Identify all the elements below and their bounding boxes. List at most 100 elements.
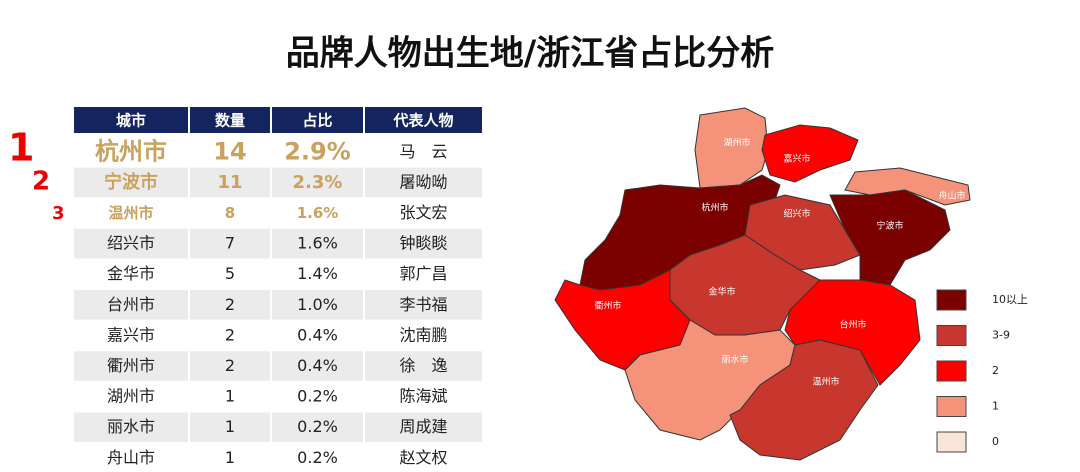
- legend-label: 2: [992, 364, 999, 377]
- rank: 1: [8, 126, 34, 170]
- header-text: 城市: [116, 112, 146, 130]
- cell-text: 2.3%: [293, 172, 343, 193]
- cell-text: 8: [225, 204, 235, 222]
- cell-text: 马 云: [399, 142, 447, 161]
- region: [829, 189, 951, 286]
- region: [784, 279, 921, 386]
- cell-text: 14: [213, 137, 246, 165]
- cell-text: 屠呦呦: [399, 172, 447, 191]
- region-label: 衢州市: [594, 300, 621, 312]
- row-bg: [365, 228, 482, 259]
- cell-text: 0.4%: [297, 325, 338, 344]
- cell-text: 0.2%: [297, 448, 338, 467]
- cell-text: 0.2%: [297, 417, 338, 436]
- cell-text: 李书福: [399, 295, 447, 314]
- header-text: 代表人物: [392, 112, 453, 130]
- cell-text: 温州市: [108, 204, 153, 222]
- cell-text: 1.0%: [297, 295, 338, 314]
- rank-numbers: 1 2 3: [8, 126, 65, 225]
- region: [694, 107, 769, 189]
- row-bg: [272, 290, 363, 320]
- cell-text: 0.2%: [297, 387, 338, 406]
- map: 湖州市 嘉兴市 杭州市 绍兴市 宁波市 舟山市 衢州市 金华市 台州市 丽水市 …: [554, 107, 971, 461]
- header-text: 数量: [215, 112, 245, 130]
- cell-text: 1: [225, 448, 235, 467]
- cell-text: 5: [225, 264, 235, 283]
- row-bg: [74, 412, 188, 442]
- cell-text: 宁波市: [104, 171, 158, 193]
- row-bg: [74, 167, 188, 198]
- header-cell: [272, 107, 363, 133]
- region-label: 金华市: [708, 286, 735, 298]
- region: [761, 124, 859, 183]
- region-label: 嘉兴市: [783, 153, 810, 165]
- cell-text: 2.9%: [284, 137, 351, 165]
- row-bg: [365, 351, 482, 381]
- cell-text: 舟山市: [107, 448, 155, 467]
- legend-swatch: [936, 289, 967, 311]
- cell-text: 杭州市: [95, 137, 167, 165]
- title: 品牌人物出生地/浙江省占比分析: [286, 34, 774, 74]
- cell-text: 7: [225, 234, 235, 253]
- cell-text: 1.4%: [297, 264, 338, 283]
- cell-text: 绍兴市: [107, 234, 155, 253]
- region-label: 舟山市: [938, 190, 965, 202]
- region-label: 宁波市: [876, 220, 903, 232]
- cell-text: 0.4%: [297, 356, 338, 375]
- cell-text: 丽水市: [107, 417, 155, 436]
- row-bg: [365, 290, 482, 320]
- region-label: 绍兴市: [783, 208, 810, 220]
- row-bg: [74, 290, 188, 320]
- cell-text: 沈南鹏: [399, 325, 447, 344]
- legend: 10以上 3-9 2 1 0: [936, 289, 1028, 453]
- cell-text: 2: [225, 295, 235, 314]
- row-bg: [74, 351, 188, 381]
- cell-text: 11: [217, 172, 242, 193]
- legend-swatch: [936, 360, 967, 382]
- legend-swatch: [936, 396, 967, 417]
- cell-text: 衢州市: [107, 356, 155, 375]
- cell-text: 徐 逸: [399, 356, 447, 375]
- row-bg: [74, 228, 188, 259]
- row-bg: [272, 412, 363, 442]
- cell-text: 2: [225, 356, 235, 375]
- header-text: 占比: [302, 112, 332, 130]
- cell-text: 2: [225, 325, 235, 344]
- cell-text: 金华市: [107, 264, 155, 283]
- row-bg: [272, 351, 363, 381]
- region-label: 杭州市: [701, 202, 728, 214]
- row-bg: [190, 167, 270, 198]
- cell-text: 嘉兴市: [107, 325, 155, 344]
- cell-text: 张文宏: [399, 203, 447, 222]
- legend-swatch: [936, 325, 967, 346]
- region-label: 温州市: [812, 376, 839, 388]
- cell-text: 郭广昌: [399, 264, 447, 283]
- header-cell: [190, 107, 270, 133]
- cell-text: 周成建: [399, 417, 447, 436]
- cell-text: 赵文权: [399, 448, 447, 467]
- row-bg: [365, 412, 482, 442]
- legend-label: 3-9: [992, 329, 1010, 342]
- cell-text: 湖州市: [107, 387, 155, 406]
- legend-swatch: [936, 431, 967, 453]
- row-bg: [190, 412, 270, 442]
- cell-text: 1.6%: [297, 204, 339, 222]
- header-cell: [74, 107, 188, 133]
- row-bg: [190, 290, 270, 320]
- row-bg: [190, 228, 270, 259]
- legend-label: 1: [992, 400, 999, 413]
- region-label: 丽水市: [721, 354, 748, 366]
- header-cell: [365, 107, 482, 133]
- cell-text: 1: [225, 417, 235, 436]
- cell-text: 钟睒睒: [399, 234, 447, 253]
- rank: 3: [52, 203, 65, 224]
- cell-text: 陈海斌: [399, 387, 447, 406]
- row-bg: [190, 351, 270, 381]
- region: [729, 339, 879, 461]
- cell-text: 台州市: [107, 295, 155, 314]
- legend-label: 10以上: [992, 293, 1028, 306]
- cell-text: 1: [225, 387, 235, 406]
- region-label: 湖州市: [723, 137, 750, 149]
